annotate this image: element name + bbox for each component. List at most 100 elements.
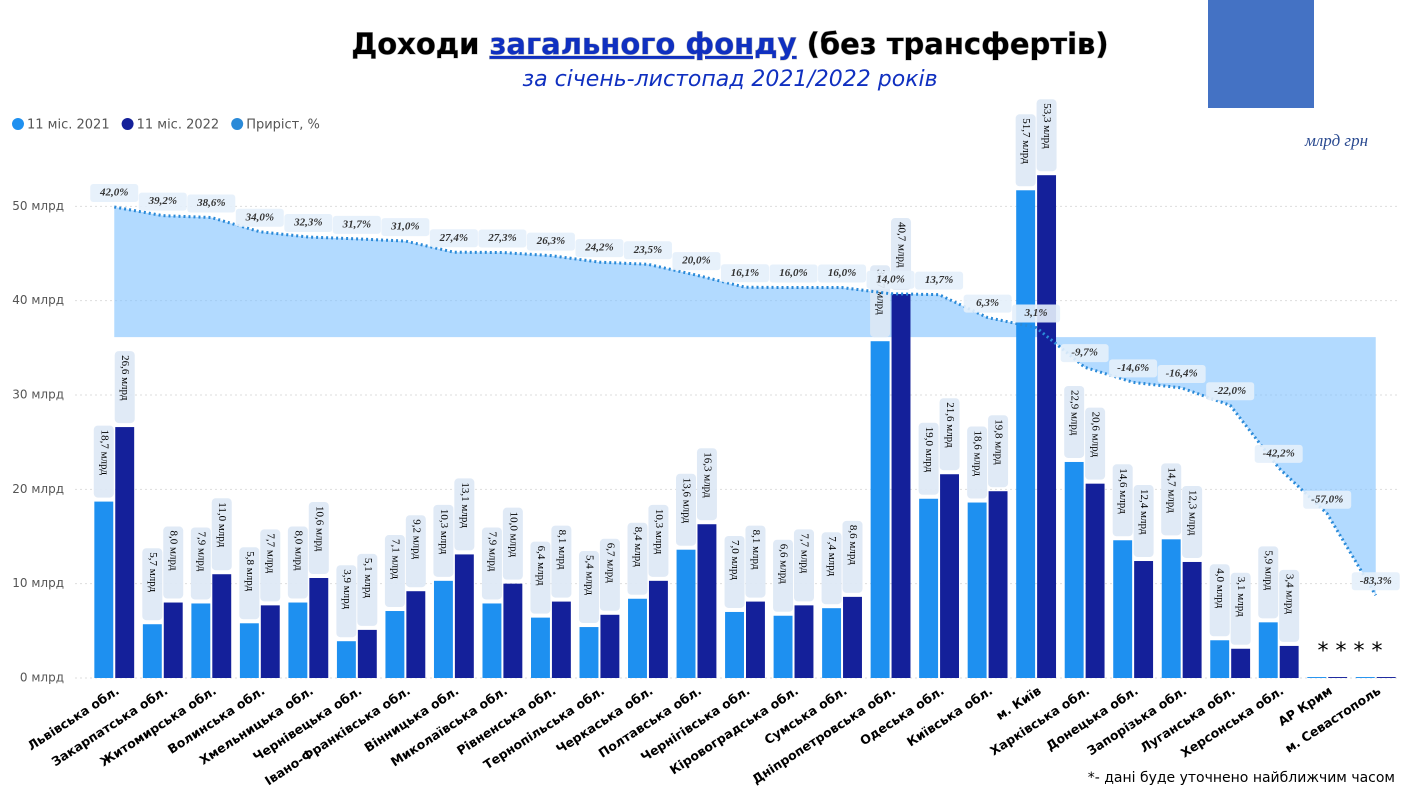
value-label-box	[163, 526, 184, 599]
value-label-box	[1112, 464, 1133, 537]
value-label-box	[1133, 485, 1154, 558]
bar	[794, 605, 814, 678]
growth-label-box	[284, 214, 333, 233]
growth-label-box	[235, 208, 284, 227]
growth-label-box	[526, 232, 575, 251]
value-label: 6,7 млрд	[604, 543, 616, 583]
bar	[676, 549, 696, 678]
growth-label-box	[478, 229, 527, 248]
bar	[697, 524, 717, 678]
growth-label: -9,7%	[1071, 347, 1098, 359]
value-label: 7,0 млрд	[729, 540, 741, 580]
growth-label-box	[138, 192, 187, 211]
legend-marker	[12, 118, 24, 130]
bar	[454, 554, 474, 678]
growth-label-box	[1206, 382, 1255, 401]
value-label-box	[676, 473, 697, 546]
value-label: 5,9 млрд	[1263, 550, 1275, 590]
y-tick-label: 40 млрд	[12, 293, 64, 307]
growth-label-box	[1109, 359, 1158, 378]
value-label: 8,0 млрд	[168, 531, 180, 571]
value-label: 8,1 млрд	[556, 530, 568, 570]
growth-label: 39,2%	[148, 195, 177, 207]
value-label: 53,3 млрд	[1041, 103, 1053, 149]
decor-block	[1208, 0, 1314, 108]
value-label-box	[745, 525, 766, 598]
bar	[503, 583, 523, 678]
value-label-box	[1182, 485, 1203, 558]
growth-label: 16,0%	[779, 267, 807, 279]
value-label: 4,0 млрд	[1214, 568, 1226, 608]
bar	[1231, 648, 1251, 678]
value-label: 14,6 млрд	[1117, 468, 1129, 514]
legend-marker	[231, 118, 244, 130]
bar	[239, 623, 259, 678]
legend-label: 11 міс. 2021	[27, 118, 110, 133]
bar	[725, 611, 744, 678]
value-label: 7,7 млрд	[798, 533, 810, 573]
bar	[1182, 561, 1202, 678]
bar	[260, 605, 280, 678]
value-label-box	[454, 478, 475, 551]
value-label-box	[1085, 407, 1106, 480]
bar	[967, 502, 987, 678]
bar	[1113, 540, 1133, 678]
value-label-box	[1064, 385, 1085, 458]
value-label-box	[530, 541, 551, 614]
bar	[1376, 677, 1396, 678]
growth-label: -57,0%	[1311, 493, 1343, 505]
value-label-box	[551, 525, 572, 598]
legend-label: Приріст, %	[246, 118, 320, 133]
bar	[1307, 677, 1327, 678]
value-label: 11,0 млрд	[216, 502, 228, 547]
bar	[309, 578, 329, 678]
growth-label-box	[866, 270, 915, 289]
bar	[385, 611, 405, 678]
growth-label-box	[187, 194, 236, 213]
value-label: 26,6 млрд	[119, 355, 131, 401]
growth-label-box	[769, 264, 818, 283]
value-label-box	[696, 448, 717, 521]
value-label-box	[821, 532, 842, 605]
value-label: 13,6 млрд	[680, 478, 692, 524]
title-part: (без трансфертів)	[797, 27, 1109, 61]
value-label: 20,6 млрд	[1090, 412, 1102, 458]
value-label: 8,6 млрд	[847, 525, 859, 565]
y-tick-label: 20 млрд	[12, 482, 64, 496]
value-label: 7,1 млрд	[389, 539, 401, 579]
value-label-box	[211, 498, 232, 571]
growth-label: 23,5%	[633, 244, 662, 256]
value-label: 51,7 млрд	[1020, 118, 1032, 164]
bar	[1328, 677, 1348, 678]
value-label-box	[1279, 569, 1300, 642]
value-label-box	[1015, 114, 1036, 187]
value-label-box	[336, 565, 357, 638]
unit-label: млрд грн	[1304, 131, 1368, 150]
growth-label: -16,4%	[1166, 367, 1198, 379]
growth-label: 38,6%	[196, 197, 225, 209]
bar	[870, 341, 890, 678]
value-label: 10,3 млрд	[653, 509, 665, 555]
bar	[822, 608, 842, 678]
bar	[988, 491, 1008, 678]
value-label-box	[93, 425, 114, 498]
growth-label: 31,7%	[342, 218, 371, 230]
growth-label-box	[818, 264, 867, 283]
value-label-box	[433, 504, 454, 577]
value-label-box	[1161, 463, 1182, 536]
growth-label-box	[915, 271, 964, 290]
bar	[357, 629, 377, 678]
bar	[628, 598, 647, 678]
value-label-box	[627, 522, 648, 595]
value-label-box	[308, 502, 329, 575]
value-label: 10,0 млрд	[507, 512, 519, 558]
bar	[843, 596, 862, 678]
value-label-box	[260, 529, 281, 602]
bar	[142, 624, 162, 678]
y-tick-label: 0 млрд	[20, 671, 64, 685]
bar	[600, 614, 620, 678]
bar	[1161, 539, 1181, 678]
value-label: 3,9 млрд	[341, 569, 353, 609]
value-label-box	[967, 426, 988, 499]
value-label-box	[481, 527, 502, 600]
